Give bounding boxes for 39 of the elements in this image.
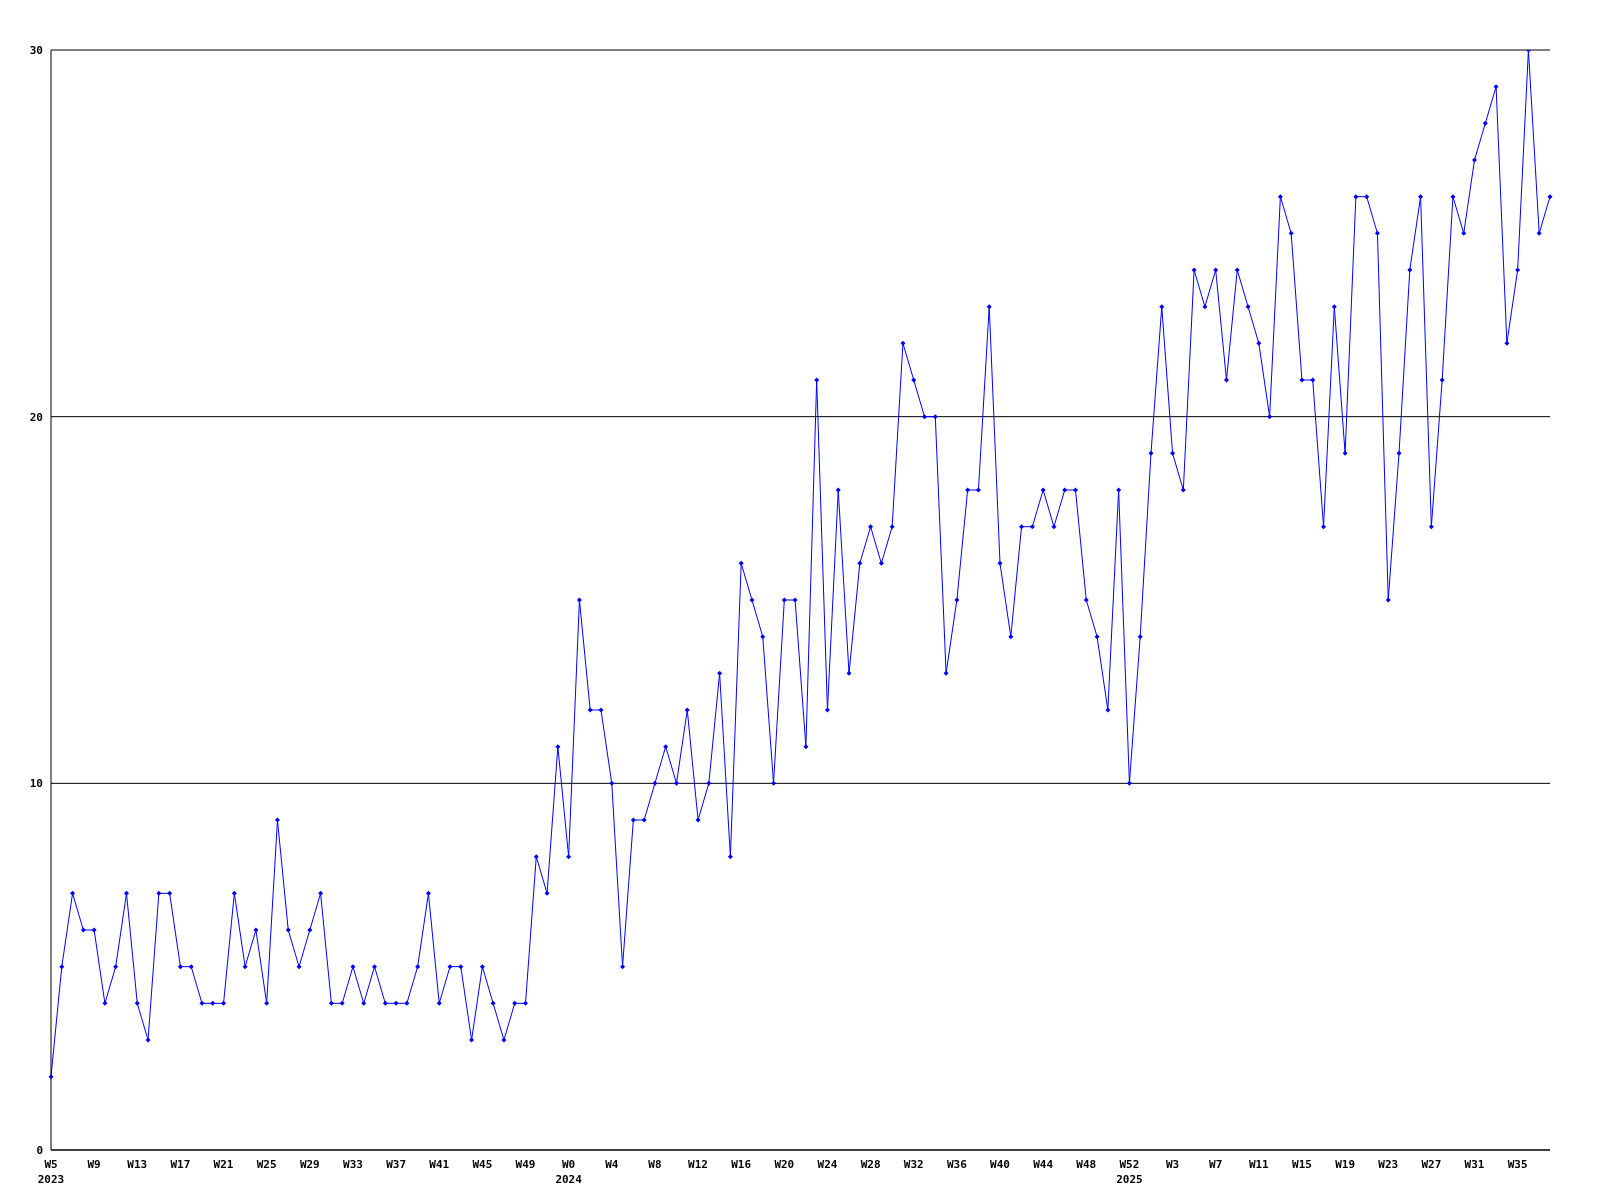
x-tick-label: W13	[127, 1158, 148, 1171]
x-tick-label: W25	[256, 1158, 277, 1171]
x-tick-label: W40	[990, 1158, 1010, 1171]
x-tick-label: W19	[1335, 1158, 1356, 1171]
x-tick-label: W37	[386, 1158, 407, 1171]
x-tick-label: W11	[1248, 1158, 1270, 1171]
x-tick-label: W16	[731, 1158, 752, 1171]
x-tick-label: W3	[1165, 1158, 1180, 1171]
x-tick-label: W52 2025	[1116, 1158, 1143, 1186]
x-tick-label: W21	[213, 1158, 234, 1171]
x-tick-label: W44	[1033, 1158, 1054, 1171]
y-tick-label: 0	[36, 1143, 43, 1157]
x-tick-label: W12	[688, 1158, 708, 1171]
y-tick-label: 20	[29, 410, 43, 424]
x-tick-label: W45	[472, 1158, 493, 1171]
x-tick-label: W5 2023	[37, 1158, 65, 1186]
x-tick-label: W24	[817, 1158, 838, 1171]
x-tick-label: W15	[1292, 1158, 1312, 1171]
x-tick-label: W27	[1421, 1158, 1442, 1171]
x-tick-label: W4	[605, 1158, 619, 1171]
x-tick-label: W7	[1209, 1158, 1223, 1171]
x-tick-label: W48	[1076, 1158, 1097, 1171]
x-tick-label: W23	[1378, 1158, 1399, 1171]
y-tick-label: 10	[29, 777, 43, 791]
x-tick-label: W17	[170, 1158, 191, 1171]
x-tick-label: W20	[774, 1158, 795, 1171]
x-tick-label: W31	[1464, 1158, 1485, 1171]
x-tick-label: W32	[903, 1158, 924, 1171]
x-tick-label: W29	[299, 1158, 320, 1171]
x-tick-label: W41	[429, 1158, 450, 1171]
x-tick-label: W35	[1507, 1158, 1528, 1171]
x-tick-label: W49	[515, 1158, 536, 1171]
x-tick-label: W36	[946, 1158, 968, 1171]
x-tick-label: W28	[860, 1158, 881, 1171]
y-tick-label: 30	[29, 43, 43, 57]
x-tick-label: W8	[648, 1158, 662, 1171]
x-tick-label: W0 2024	[555, 1158, 583, 1186]
x-tick-label: W9	[87, 1158, 101, 1171]
x-tick-label: W33	[343, 1158, 363, 1171]
